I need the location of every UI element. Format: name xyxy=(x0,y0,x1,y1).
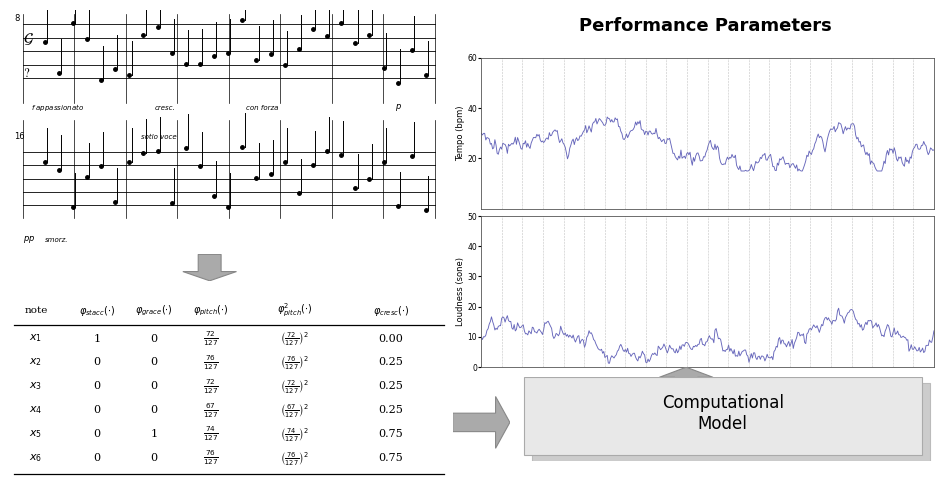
Text: Performance Parameters: Performance Parameters xyxy=(578,17,831,36)
Text: 0.00: 0.00 xyxy=(378,334,403,344)
Text: $\frac{76}{127}$: $\frac{76}{127}$ xyxy=(203,449,219,468)
Text: $\varphi_{cresc}(\cdot)$: $\varphi_{cresc}(\cdot)$ xyxy=(372,304,408,318)
Text: $\left(\frac{76}{127}\right)^{2}$: $\left(\frac{76}{127}\right)^{2}$ xyxy=(280,354,308,371)
Text: 0: 0 xyxy=(150,382,158,391)
Text: $\varphi_{stacc}(\cdot)$: $\varphi_{stacc}(\cdot)$ xyxy=(79,304,115,318)
Text: $\frac{74}{127}$: $\frac{74}{127}$ xyxy=(203,425,219,444)
Text: sotlo voce: sotlo voce xyxy=(141,134,176,140)
Text: $\frac{67}{127}$: $\frac{67}{127}$ xyxy=(203,401,219,420)
Text: $f$ appassionato: $f$ appassionato xyxy=(31,102,85,113)
Text: $\frac{76}{127}$: $\frac{76}{127}$ xyxy=(203,353,219,372)
Text: $\left(\frac{76}{127}\right)^{2}$: $\left(\frac{76}{127}\right)^{2}$ xyxy=(280,450,308,467)
Text: $x_6$: $x_6$ xyxy=(30,452,43,464)
Text: $\varphi_{pitch}(\cdot)$: $\varphi_{pitch}(\cdot)$ xyxy=(193,303,228,318)
Polygon shape xyxy=(659,367,712,396)
Text: 0: 0 xyxy=(93,429,101,439)
Text: 16: 16 xyxy=(14,132,25,141)
Text: 0: 0 xyxy=(93,453,101,463)
Text: $\varphi_{pitch}^{2}(\cdot)$: $\varphi_{pitch}^{2}(\cdot)$ xyxy=(276,302,312,319)
Text: cresc.: cresc. xyxy=(154,105,175,110)
Text: $\mathcal{G}$: $\mathcal{G}$ xyxy=(23,31,33,47)
Text: 0: 0 xyxy=(93,382,101,391)
Polygon shape xyxy=(183,254,236,281)
Text: 0: 0 xyxy=(150,405,158,415)
Text: 0: 0 xyxy=(93,405,101,415)
Text: $x_4$: $x_4$ xyxy=(30,404,43,416)
Y-axis label: Tempo (bpm): Tempo (bpm) xyxy=(455,106,464,161)
Text: con forza: con forza xyxy=(246,105,278,110)
Text: 0: 0 xyxy=(150,334,158,344)
Y-axis label: Loudness (sone): Loudness (sone) xyxy=(455,257,464,326)
Text: $\left(\frac{72}{127}\right)^{2}$: $\left(\frac{72}{127}\right)^{2}$ xyxy=(280,378,308,395)
Text: 8: 8 xyxy=(14,14,19,24)
Text: 1: 1 xyxy=(150,429,158,439)
Text: 0: 0 xyxy=(150,358,158,368)
Text: $\left(\frac{72}{127}\right)^{2}$: $\left(\frac{72}{127}\right)^{2}$ xyxy=(280,330,308,347)
Text: 0: 0 xyxy=(93,358,101,368)
Text: $\left(\frac{74}{127}\right)^{2}$: $\left(\frac{74}{127}\right)^{2}$ xyxy=(280,426,308,443)
Text: $\mathcal{?}$: $\mathcal{?}$ xyxy=(23,67,30,80)
Text: 0: 0 xyxy=(150,453,158,463)
Text: $x_1$: $x_1$ xyxy=(30,333,42,345)
Text: 0.25: 0.25 xyxy=(378,358,403,368)
Text: 0.75: 0.75 xyxy=(378,429,403,439)
Text: $\frac{72}{127}$: $\frac{72}{127}$ xyxy=(203,329,219,348)
Text: 0.25: 0.25 xyxy=(378,382,403,391)
Text: Computational
Model: Computational Model xyxy=(661,395,783,433)
Text: 1: 1 xyxy=(93,334,101,344)
Text: 0.25: 0.25 xyxy=(378,405,403,415)
Text: $\left(\frac{67}{127}\right)^{2}$: $\left(\frac{67}{127}\right)^{2}$ xyxy=(280,402,308,419)
Polygon shape xyxy=(452,396,509,448)
Text: $x_2$: $x_2$ xyxy=(30,357,42,368)
Text: note: note xyxy=(24,306,48,315)
Text: $x_3$: $x_3$ xyxy=(30,381,42,392)
Text: $\frac{72}{127}$: $\frac{72}{127}$ xyxy=(203,377,219,396)
Text: $\varphi_{grace}(\cdot)$: $\varphi_{grace}(\cdot)$ xyxy=(135,303,173,318)
Text: $p$: $p$ xyxy=(395,102,402,113)
Text: $pp$: $pp$ xyxy=(23,234,35,245)
Text: $x_5$: $x_5$ xyxy=(30,428,42,440)
Text: smorz.: smorz. xyxy=(45,237,68,243)
Text: 0.75: 0.75 xyxy=(378,453,403,463)
